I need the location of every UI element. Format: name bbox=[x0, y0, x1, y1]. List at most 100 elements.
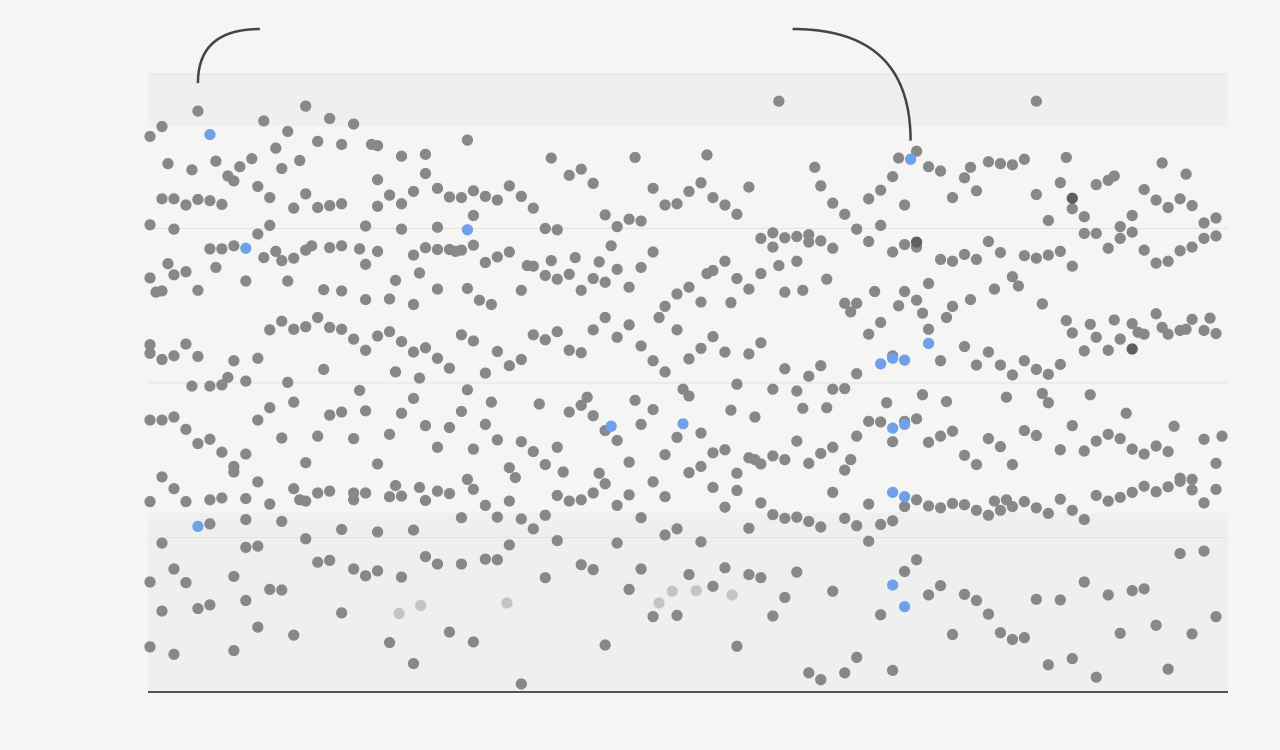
data-point bbox=[970, 458, 983, 471]
data-point bbox=[503, 539, 515, 551]
data-point bbox=[779, 454, 791, 466]
data-point bbox=[210, 261, 222, 274]
data-point bbox=[671, 523, 683, 535]
data-point bbox=[779, 232, 791, 244]
data-point bbox=[695, 427, 707, 439]
data-point bbox=[539, 572, 551, 584]
data-point bbox=[1168, 420, 1180, 432]
data-point bbox=[186, 164, 198, 176]
highlighted-data-point bbox=[922, 337, 935, 350]
data-point bbox=[527, 202, 539, 214]
data-point bbox=[240, 275, 252, 287]
data-point bbox=[815, 521, 827, 533]
data-point bbox=[647, 403, 659, 416]
data-point bbox=[1108, 170, 1120, 182]
data-point bbox=[958, 340, 971, 353]
data-point bbox=[910, 554, 923, 566]
data-point bbox=[276, 255, 288, 267]
data-point bbox=[503, 180, 515, 192]
data-point bbox=[1204, 312, 1216, 324]
highlighted-data-point bbox=[887, 352, 899, 364]
highlighted-data-point bbox=[899, 354, 911, 366]
highlighted-data-point bbox=[904, 153, 917, 165]
data-point bbox=[354, 384, 366, 397]
data-point bbox=[156, 414, 168, 426]
data-point bbox=[515, 513, 527, 525]
data-point bbox=[731, 208, 743, 220]
data-point bbox=[719, 199, 731, 211]
data-point bbox=[395, 223, 408, 235]
data-point bbox=[940, 395, 953, 408]
data-point bbox=[910, 494, 923, 506]
data-point bbox=[611, 537, 623, 549]
data-point bbox=[216, 492, 228, 504]
data-point bbox=[587, 487, 599, 499]
data-point bbox=[240, 541, 252, 553]
data-point bbox=[1150, 257, 1162, 269]
data-point bbox=[659, 449, 671, 461]
highlighted-data-point bbox=[887, 579, 899, 591]
data-point bbox=[485, 298, 497, 311]
data-point bbox=[479, 553, 491, 565]
highlighted-data-point bbox=[887, 422, 899, 434]
data-point bbox=[791, 435, 803, 447]
data-point bbox=[1102, 344, 1114, 356]
data-point bbox=[383, 189, 396, 201]
data-point bbox=[509, 471, 521, 484]
data-point bbox=[1210, 212, 1222, 224]
data-point bbox=[587, 564, 599, 576]
data-point bbox=[575, 163, 587, 175]
data-point bbox=[1030, 593, 1042, 605]
data-point bbox=[431, 441, 444, 453]
data-point bbox=[324, 200, 336, 212]
data-point bbox=[515, 190, 527, 202]
callout-arc-right bbox=[792, 27, 912, 141]
data-point bbox=[288, 483, 300, 495]
data-point bbox=[1066, 653, 1078, 665]
data-point bbox=[1006, 458, 1019, 471]
data-point bbox=[419, 242, 432, 254]
data-point bbox=[252, 180, 264, 193]
data-point bbox=[863, 498, 875, 510]
data-point bbox=[707, 192, 719, 204]
data-point bbox=[276, 584, 288, 596]
data-point bbox=[395, 407, 408, 419]
data-point bbox=[1150, 486, 1162, 498]
data-point bbox=[419, 148, 432, 160]
data-point bbox=[623, 213, 635, 225]
data-point bbox=[348, 563, 360, 575]
data-point bbox=[851, 223, 863, 235]
data-point bbox=[1084, 389, 1096, 401]
data-point bbox=[491, 511, 503, 523]
data-point bbox=[192, 193, 204, 206]
data-point bbox=[755, 232, 767, 244]
data-point bbox=[455, 558, 468, 570]
data-point bbox=[707, 481, 719, 494]
data-point bbox=[1132, 326, 1144, 338]
data-point bbox=[228, 355, 240, 367]
data-point bbox=[1186, 628, 1198, 640]
data-point bbox=[635, 418, 647, 431]
data-point bbox=[539, 222, 551, 235]
data-point bbox=[1006, 369, 1019, 381]
data-point bbox=[875, 416, 887, 428]
data-point bbox=[958, 172, 971, 184]
data-point bbox=[419, 420, 432, 432]
data-point bbox=[503, 246, 515, 258]
data-point bbox=[815, 180, 827, 192]
data-point bbox=[1174, 193, 1186, 205]
data-point bbox=[773, 95, 785, 107]
data-point bbox=[629, 394, 641, 406]
data-point bbox=[156, 537, 168, 549]
data-point bbox=[395, 571, 408, 583]
data-point bbox=[970, 185, 983, 197]
data-point bbox=[252, 228, 264, 240]
data-point bbox=[1042, 397, 1054, 409]
data-point bbox=[958, 449, 971, 461]
data-point bbox=[587, 272, 599, 285]
data-point bbox=[539, 509, 551, 521]
data-point bbox=[803, 457, 815, 469]
data-point bbox=[946, 425, 959, 437]
data-point bbox=[312, 556, 324, 568]
data-point bbox=[815, 674, 827, 686]
